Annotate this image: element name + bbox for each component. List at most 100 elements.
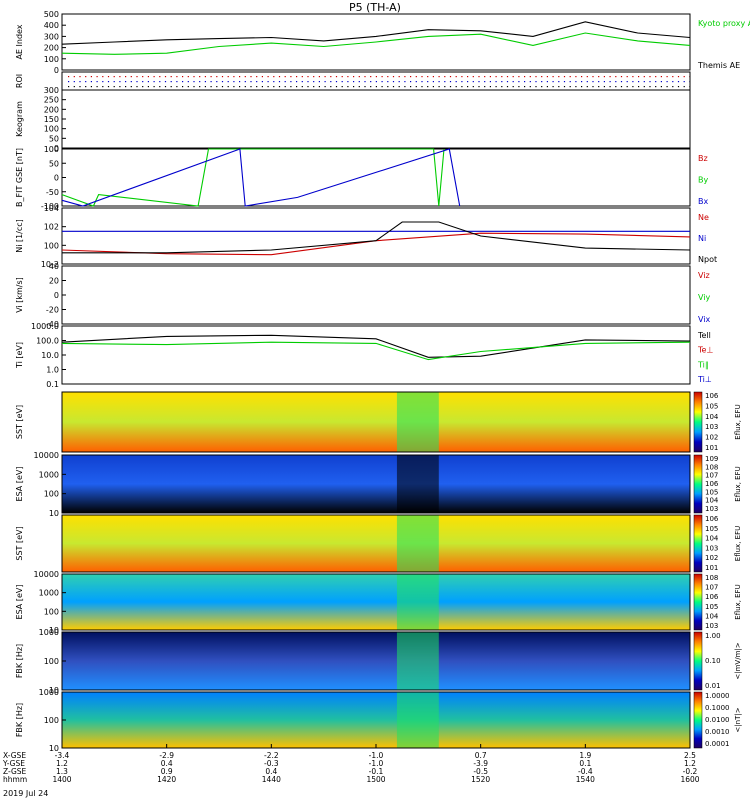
y-tick-label: 100.0 <box>36 337 59 346</box>
axis-row-value: -0.4 <box>578 767 593 776</box>
roi-mark <box>182 86 184 88</box>
roi-mark <box>216 86 218 88</box>
roi-mark <box>410 86 412 88</box>
panel-frame <box>61 325 691 385</box>
roi-mark <box>569 86 571 88</box>
roi-mark <box>638 86 640 88</box>
roi-mark <box>227 76 229 78</box>
roi-mark <box>261 76 263 78</box>
roi-mark <box>592 86 594 88</box>
roi-mark <box>364 81 366 83</box>
roi-mark <box>449 81 452 83</box>
roi-mark <box>170 86 172 88</box>
roi-mark <box>358 81 360 83</box>
roi-mark <box>643 81 645 83</box>
roi-mark <box>478 86 480 88</box>
roi-mark <box>581 76 583 78</box>
roi-mark <box>153 86 155 88</box>
colorbar-tick: 106 <box>705 515 719 523</box>
roi-mark <box>96 86 98 88</box>
roi-mark <box>449 76 452 78</box>
roi-mark <box>324 81 326 83</box>
colorbar-tick: 108 <box>705 574 718 582</box>
roi-mark <box>216 76 218 78</box>
roi-mark <box>290 86 292 88</box>
roi-mark <box>672 81 674 83</box>
roi-mark <box>615 86 617 88</box>
roi-mark <box>90 81 92 83</box>
roi-mark <box>421 81 423 83</box>
roi-mark <box>501 86 503 88</box>
y-axis-label: Ni [1/cc] <box>15 219 24 253</box>
roi-mark <box>107 81 110 83</box>
heatmap-fill <box>62 455 690 513</box>
roi-mark <box>598 81 600 83</box>
heatmap-feature <box>396 632 439 690</box>
roi-mark <box>301 76 303 78</box>
roi-mark <box>358 76 360 78</box>
panel-frame <box>61 514 691 573</box>
axis-row-label: X-GSE <box>3 751 26 760</box>
panel-frame <box>61 391 691 453</box>
roi-mark <box>484 86 486 88</box>
y-tick-label: 100 <box>44 125 59 134</box>
roi-mark <box>159 86 161 88</box>
roi-mark <box>136 76 138 78</box>
roi-mark <box>415 86 417 88</box>
axis-row-value: -2.2 <box>264 751 279 760</box>
axis-row-value: 1.3 <box>56 767 68 776</box>
roi-mark <box>592 81 594 83</box>
colorbar: 1.0000 0.1000 0.0100 0.0010 0.0001 <|nT|> <box>693 691 742 749</box>
y-tick-label: 100 <box>44 241 59 250</box>
roi-mark <box>581 81 583 83</box>
colorbar-tick: 104 <box>705 413 719 421</box>
axis-row-label: hhmm <box>3 775 27 784</box>
y-tick-label: -100 <box>41 202 59 211</box>
roi-mark <box>563 81 566 83</box>
roi-mark <box>96 76 98 78</box>
roi-mark <box>199 86 201 88</box>
panel-1: ROI <box>15 71 691 91</box>
roi-mark <box>655 86 657 88</box>
colorbar-tick: 0.01 <box>705 682 721 690</box>
roi-mark <box>472 81 474 83</box>
series-line-1 <box>61 148 445 207</box>
roi-mark <box>119 81 121 83</box>
roi-mark <box>227 86 229 88</box>
roi-mark <box>301 86 303 88</box>
panel-12: FBK [Hz] 10 100 1000 1.0000 0.1000 0.0100 0.001… <box>15 688 742 753</box>
roi-mark <box>455 81 457 83</box>
roi-mark <box>153 76 155 78</box>
roi-mark <box>170 76 172 78</box>
axis-row-value: -3.9 <box>473 759 488 768</box>
axis-row-label: Z-GSE <box>3 767 27 776</box>
axis-row-value: -0.5 <box>473 767 488 776</box>
roi-mark <box>347 86 349 88</box>
series-line-1 <box>61 21 691 45</box>
roi-mark <box>643 76 645 78</box>
roi-mark <box>484 81 486 83</box>
roi-mark <box>90 76 92 78</box>
panel-4: Ni [1/cc] 10-2 100 102 104 Ne Ni Npot <box>15 204 717 269</box>
y-tick-label: 1000.0 <box>31 322 59 331</box>
axis-row-value: 1600 <box>680 775 699 784</box>
roi-mark <box>102 81 104 83</box>
colorbar-label: <|nT|> <box>734 707 742 732</box>
roi-mark <box>125 86 127 88</box>
roi-mark <box>524 76 526 78</box>
roi-mark <box>296 76 298 78</box>
colorbar-tick: 105 <box>705 488 718 496</box>
roi-mark <box>683 81 685 83</box>
roi-mark <box>96 81 98 83</box>
panel-6: Ti [eV] 0.1 1.0 10.0 100.0 1000.0 Tell Te⊥ Ti∥ Ti… <box>15 322 713 389</box>
roi-mark <box>176 81 178 83</box>
roi-mark <box>335 86 338 88</box>
roi-mark <box>552 81 554 83</box>
roi-mark <box>130 81 132 83</box>
axis-row-value: -3.4 <box>55 751 70 760</box>
colorbar-label: Eflux, EFU <box>734 584 742 619</box>
colorbar: 1.00 0.10 0.01 <|mV/m|> <box>693 631 742 691</box>
roi-mark <box>609 81 611 83</box>
axis-row-value: -1.0 <box>369 751 384 760</box>
